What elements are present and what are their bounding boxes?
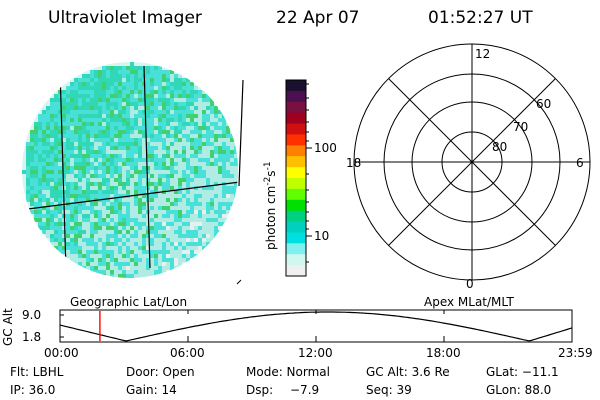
info-dsp-value: −7.9 bbox=[290, 383, 320, 397]
geographic-grid bbox=[22, 65, 238, 271]
info-mode: Mode: Normal bbox=[246, 365, 330, 379]
alt-xtick-1800: 18:00 bbox=[426, 346, 461, 360]
info-door: Door: Open bbox=[126, 365, 195, 379]
mlt-label-0: 0 bbox=[466, 277, 474, 291]
grid-line-outside bbox=[238, 79, 244, 187]
colorbar-label-100: 100 bbox=[314, 141, 337, 155]
alt-xtick-1200: 12:00 bbox=[298, 346, 333, 360]
info-ip: IP: 36.0 bbox=[10, 383, 56, 397]
alt-xtick-2359: 23:59 bbox=[558, 346, 593, 360]
alt-ytick-9: 9.0 bbox=[22, 308, 42, 322]
alt-xtick-0000: 00:00 bbox=[44, 346, 79, 360]
observation-date: 22 Apr 07 bbox=[276, 8, 360, 28]
info-gc-alt: GC Alt: 3.6 Re bbox=[366, 365, 450, 379]
altitude-curve bbox=[59, 311, 573, 342]
altitude-plot bbox=[59, 309, 573, 343]
info-seq: Seq: 39 bbox=[366, 383, 412, 397]
mlt-label-6: 6 bbox=[576, 156, 584, 170]
alt-x-ticks bbox=[59, 310, 573, 342]
alt-ytick-1-8: 1.8 bbox=[22, 330, 42, 344]
info-filter: Flt: LBHL bbox=[10, 365, 64, 379]
imager-disk bbox=[22, 62, 244, 285]
mlt-label-12: 12 bbox=[475, 47, 491, 61]
info-glat: GLat: −11.1 bbox=[486, 365, 559, 379]
alt-ylabel: GC Alt bbox=[1, 308, 15, 346]
lat-label-60: 60 bbox=[536, 97, 552, 111]
lat-label-80: 80 bbox=[492, 140, 508, 154]
info-dsp-label: Dsp: bbox=[246, 383, 274, 397]
colorbar-label-10: 10 bbox=[314, 229, 330, 243]
lat-label-70: 70 bbox=[513, 120, 529, 134]
right-caption: Apex MLat/MLT bbox=[424, 295, 514, 309]
instrument-title: Ultraviolet Imager bbox=[48, 8, 202, 28]
info-glon: GLon: 88.0 bbox=[486, 383, 552, 397]
colorbar bbox=[286, 80, 306, 277]
polar-grid bbox=[353, 43, 591, 281]
left-caption: Geographic Lat/Lon bbox=[70, 295, 188, 309]
colorbar-unit: photon cm-2s-1 bbox=[263, 161, 278, 250]
observation-time: 01:52:27 UT bbox=[428, 8, 533, 28]
alt-xtick-0600: 06:00 bbox=[170, 346, 205, 360]
mlt-label-18: 18 bbox=[346, 156, 362, 170]
info-gain: Gain: 14 bbox=[126, 383, 177, 397]
